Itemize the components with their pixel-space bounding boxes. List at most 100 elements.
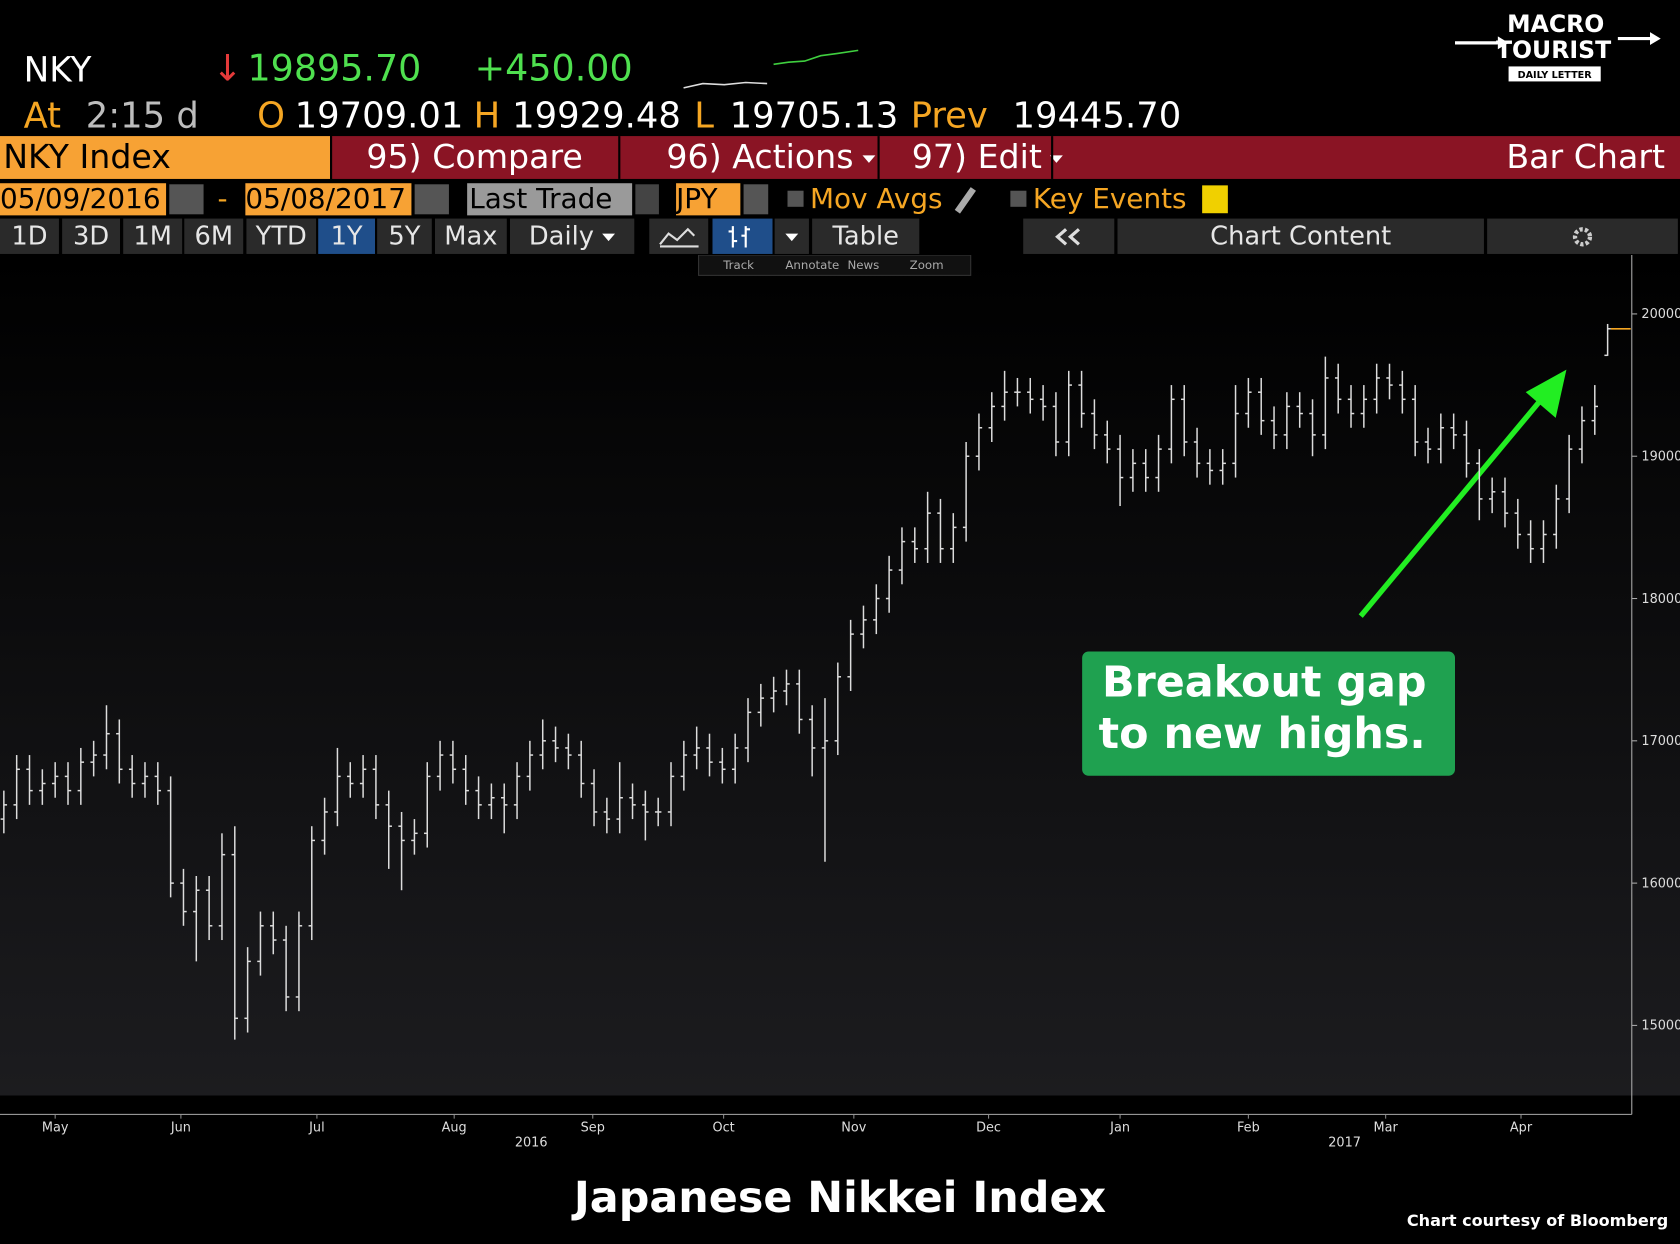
- menu-bar: [332, 136, 1680, 179]
- logo-line3: DAILY LETTER: [1518, 70, 1593, 81]
- high-value: 19929.48: [512, 94, 681, 137]
- toolbar-icons: [659, 226, 751, 248]
- prev-label: Prev: [910, 94, 988, 137]
- annotation-line: Breakout gap: [1102, 657, 1427, 707]
- x-tick-label: Jun: [170, 1120, 191, 1135]
- divider: [1051, 136, 1054, 179]
- annotation-line: to new highs.: [1099, 709, 1426, 759]
- chart-content-button[interactable]: Chart Content: [1117, 218, 1484, 254]
- sparkline-today: [773, 49, 859, 66]
- x-tick-label: May: [42, 1120, 69, 1135]
- x-tick-label: Aug: [442, 1120, 467, 1135]
- range-button[interactable]: Max: [435, 218, 507, 254]
- dropdown-icon: [1050, 155, 1064, 163]
- collapse-button[interactable]: [1023, 218, 1115, 254]
- logo-arrow-head: [1650, 32, 1661, 46]
- chart-tool: Annotate: [785, 258, 839, 272]
- range-button[interactable]: 3D: [62, 218, 121, 254]
- range-button[interactable]: 6M: [184, 218, 244, 254]
- x-tick-label: Mar: [1374, 1120, 1399, 1135]
- annotation-arrow-head: [1525, 369, 1567, 418]
- open-label: O: [257, 94, 285, 137]
- y-tick-label: 15000: [1641, 1019, 1680, 1034]
- chart-credit: Chart courtesy of Bloomberg: [1407, 1211, 1668, 1230]
- logo-arrow-head: [1497, 36, 1509, 50]
- chart-tool: Zoom: [910, 258, 944, 272]
- low-label: L: [694, 94, 714, 137]
- y-tick-label: 16000: [1641, 876, 1680, 891]
- chart: Breakout gap to new highs. Japanese Nikk…: [0, 255, 1680, 1244]
- view-label: Bar Chart: [1506, 138, 1666, 177]
- range-button[interactable]: 5Y: [377, 218, 432, 254]
- actions-button[interactable]: 96) Actions: [666, 136, 875, 179]
- gear-icon: [1572, 227, 1593, 247]
- gear: [1572, 227, 1593, 247]
- range-button[interactable]: 1Y: [318, 218, 376, 254]
- logo-band: [1508, 66, 1601, 82]
- logo-line1: MACRO: [1507, 10, 1604, 38]
- currency-select[interactable]: JPY: [676, 183, 741, 216]
- logo: MACRO TOURIST DAILY LETTER: [1455, 10, 1661, 82]
- ticker: NKY: [23, 49, 92, 91]
- sparkline: [683, 49, 859, 89]
- y-tick-label: 18000: [1641, 592, 1680, 607]
- x-tick-label: Jan: [1109, 1120, 1130, 1135]
- dropdown[interactable]: [635, 184, 659, 215]
- divider: [618, 136, 621, 179]
- x-tick-label: Sep: [581, 1120, 605, 1135]
- actions-label: 96) Actions: [666, 138, 854, 177]
- edit-label: 97) Edit: [911, 138, 1042, 177]
- range-button[interactable]: 1D: [0, 218, 59, 254]
- period-select[interactable]: Daily: [510, 218, 635, 254]
- annotation-box: [1082, 651, 1456, 776]
- checkbox[interactable]: [787, 190, 804, 207]
- line-chart-button[interactable]: [649, 218, 709, 254]
- compare-button[interactable]: 95) Compare: [366, 138, 583, 177]
- settings-button[interactable]: [1487, 218, 1678, 254]
- mov-avgs[interactable]: Mov Avgs: [810, 183, 943, 216]
- x-tick-label: Oct: [713, 1120, 735, 1135]
- security-field[interactable]: NKY Index: [0, 136, 331, 179]
- time-label: At: [23, 94, 62, 137]
- key-events[interactable]: Key Events: [1032, 183, 1187, 216]
- edit-button[interactable]: 97) Edit: [912, 136, 1064, 179]
- chart-title: Japanese Nikkei Index: [571, 1173, 1106, 1223]
- pencil-icon[interactable]: [954, 187, 976, 214]
- dropdown-icon: [602, 233, 616, 241]
- checkbox[interactable]: [1010, 190, 1027, 207]
- x-tick-label: Apr: [1510, 1120, 1533, 1135]
- dropdown[interactable]: [743, 184, 769, 215]
- x-tick-label: Nov: [841, 1120, 866, 1135]
- chart-tools-bar: [698, 255, 972, 276]
- divider: [877, 136, 880, 179]
- date-dash: -: [217, 183, 228, 216]
- end-date[interactable]: 05/08/2017: [245, 183, 412, 216]
- x-tick-label: Jul: [308, 1120, 324, 1135]
- y-tick-label: 17000: [1641, 734, 1680, 749]
- calendar-icon[interactable]: [169, 184, 204, 215]
- logo-line2: TOURIST: [1496, 36, 1611, 64]
- table-button[interactable]: Table: [812, 218, 920, 254]
- dropdown-icon: [862, 155, 875, 163]
- year-label: 2017: [1328, 1135, 1361, 1150]
- chart-tool: Track: [722, 258, 754, 272]
- annotation-arrow: [1358, 395, 1545, 618]
- chart-type-dropdown[interactable]: [774, 218, 809, 254]
- range-button[interactable]: YTD: [246, 218, 317, 254]
- low-value: 19705.13: [729, 94, 899, 137]
- info-icon[interactable]: [1202, 185, 1228, 214]
- bar-icon: [728, 226, 751, 248]
- sparkline-prev: [683, 81, 768, 89]
- field-select[interactable]: Last Trade: [467, 183, 633, 216]
- dropdown-icon: [785, 233, 799, 241]
- range-button[interactable]: 1M: [123, 218, 183, 254]
- x-tick-label: Dec: [976, 1120, 1001, 1135]
- chevrons-icon: [1054, 228, 1080, 246]
- period-label: Daily: [528, 220, 594, 251]
- start-date[interactable]: 05/09/2016: [0, 183, 167, 216]
- x-tick-label: Feb: [1237, 1120, 1260, 1135]
- line-icon: [659, 227, 696, 245]
- calendar-icon[interactable]: [414, 184, 449, 215]
